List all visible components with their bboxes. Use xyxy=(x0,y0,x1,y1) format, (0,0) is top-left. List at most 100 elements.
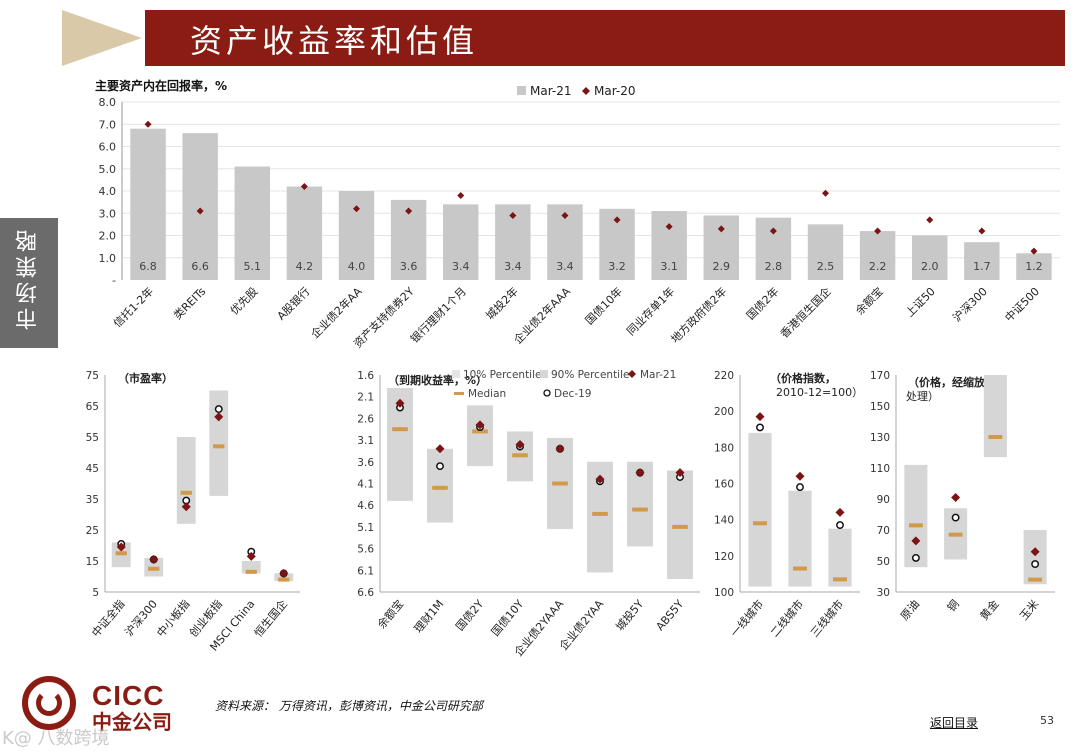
mar20-marker-8 xyxy=(561,211,569,219)
mar20-marker-7 xyxy=(509,211,517,219)
y-tick-label: 45 xyxy=(86,463,99,475)
box-chart-title: （价格，经缩放 xyxy=(908,375,986,389)
mar21-marker-2 xyxy=(475,420,485,430)
x-category-label: 上证50 xyxy=(903,285,938,320)
x-category-label: 地方政府债2年 xyxy=(668,284,730,346)
valuation-box-charts: 756555453525155（市盈率）中证全指沪深300中小板指创业板指MSC… xyxy=(86,369,1055,659)
y-tick-label: 3.6 xyxy=(357,457,374,469)
mar21-marker-5 xyxy=(279,568,289,578)
x-category-label: 理财1M xyxy=(411,597,446,635)
range-box-3 xyxy=(1023,530,1047,585)
side-tab[interactable] xyxy=(0,218,58,348)
y-tick-label: 3.1 xyxy=(357,435,374,447)
mar21-marker-3 xyxy=(515,439,525,449)
legend-mar21-diamond xyxy=(628,370,636,378)
bar-16 xyxy=(964,242,1000,280)
y-tick-label: - xyxy=(112,274,116,287)
box-chart-title: （价格指数， xyxy=(770,371,836,385)
dec19-marker-1 xyxy=(796,483,804,492)
dec19-marker-2 xyxy=(836,521,844,530)
x-category-label: 同业存单1年 xyxy=(624,284,678,338)
range-box-2 xyxy=(467,405,493,467)
range-box-7 xyxy=(667,470,693,579)
legend-p10-swatch xyxy=(452,370,460,378)
bar-value-label: 3.4 xyxy=(452,260,470,273)
y-tick-label: 1.6 xyxy=(357,370,374,382)
median-mark-1 xyxy=(948,532,963,537)
bar-value-label: 4.2 xyxy=(296,260,314,273)
range-box-1 xyxy=(427,448,453,523)
bar-value-label: 1.2 xyxy=(1025,260,1043,273)
bar-1 xyxy=(182,133,218,280)
x-category-label: 城投2年 xyxy=(483,284,521,322)
y-tick-label: 30 xyxy=(877,587,890,599)
range-box-2 xyxy=(176,437,196,524)
median-mark-1 xyxy=(793,566,807,571)
y-tick-label: 220 xyxy=(714,370,734,382)
y-tick-label: 6.6 xyxy=(357,587,374,599)
y-tick-label: 5.0 xyxy=(99,163,117,176)
range-box-2 xyxy=(828,528,852,587)
y-tick-label: 1.0 xyxy=(99,252,117,265)
legend-mar20-diamond xyxy=(582,87,590,95)
y-tick-label: 4.0 xyxy=(99,185,117,198)
y-tick-label: 150 xyxy=(870,401,890,413)
bar-3 xyxy=(286,186,323,280)
y-tick-label: 5.6 xyxy=(357,544,374,556)
mar21-marker-7 xyxy=(675,468,685,478)
y-tick-label: 5 xyxy=(92,587,99,599)
mar21-marker-4 xyxy=(555,444,565,454)
mar21-marker-5 xyxy=(595,474,605,484)
mar21-marker-1 xyxy=(435,444,445,454)
legend-mar21-swatch xyxy=(517,86,526,95)
median-mark-2 xyxy=(833,577,847,582)
x-category-label: 国债10年 xyxy=(582,284,625,327)
dec19-marker-1 xyxy=(951,513,960,522)
mar20-marker-11 xyxy=(717,225,725,233)
legend-mar21-label: Mar-21 xyxy=(530,84,571,98)
y-tick-label: 6.1 xyxy=(357,565,374,577)
x-category-label: 国债10Y xyxy=(488,597,526,639)
y-tick-label: 120 xyxy=(714,551,734,563)
median-mark-2 xyxy=(180,490,192,495)
bar-value-label: 2.0 xyxy=(921,260,939,273)
bar-chart-title: 主要资产内在回报率，% xyxy=(95,78,227,93)
x-category-label: 银行理财1个月 xyxy=(407,284,469,346)
page-title: 资产收益率和估值 xyxy=(190,22,479,60)
y-tick-label: 130 xyxy=(870,432,890,444)
mar20-marker-15 xyxy=(926,216,934,224)
mar20-marker-4 xyxy=(353,205,360,213)
median-mark-2 xyxy=(472,429,488,434)
x-category-label: 三线城市 xyxy=(807,597,846,640)
median-mark-0 xyxy=(392,427,408,432)
page-number: 53 xyxy=(1040,714,1054,727)
y-tick-label: 25 xyxy=(86,525,99,537)
bar-value-label: 5.1 xyxy=(244,260,262,273)
x-category-label: 企业债2年AA xyxy=(308,284,365,341)
y-tick-label: 4.6 xyxy=(357,500,374,512)
bar-value-label: 1.7 xyxy=(973,260,991,273)
y-tick-label: 140 xyxy=(714,515,734,527)
logo-text-cn: 中金公司 xyxy=(92,710,172,734)
cicc-logo-inner-icon xyxy=(36,690,62,716)
y-tick-label: 2.0 xyxy=(99,230,117,243)
mar20-marker-10 xyxy=(665,223,673,231)
median-mark-3 xyxy=(213,444,225,449)
bar-2 xyxy=(234,166,270,280)
range-box-1 xyxy=(788,490,812,587)
y-tick-label: 160 xyxy=(714,479,734,491)
mar21-marker-0 xyxy=(395,398,405,408)
legend-mar21-label: Mar-21 xyxy=(640,369,676,381)
median-mark-5 xyxy=(278,577,290,582)
x-category-label: 中证全指 xyxy=(89,597,128,640)
y-tick-label: 170 xyxy=(870,370,890,382)
back-to-contents-link[interactable]: 返回目录 xyxy=(930,716,979,730)
y-tick-label: 4.1 xyxy=(357,479,374,491)
mar21-marker-0 xyxy=(116,542,126,552)
dec19-marker-0 xyxy=(911,553,920,562)
mar21-marker-0 xyxy=(911,536,921,546)
mar21-marker-4 xyxy=(246,551,256,561)
y-tick-label: 8.0 xyxy=(99,96,117,109)
y-tick-label: 65 xyxy=(86,401,99,413)
x-category-label: 优先股 xyxy=(228,285,261,318)
